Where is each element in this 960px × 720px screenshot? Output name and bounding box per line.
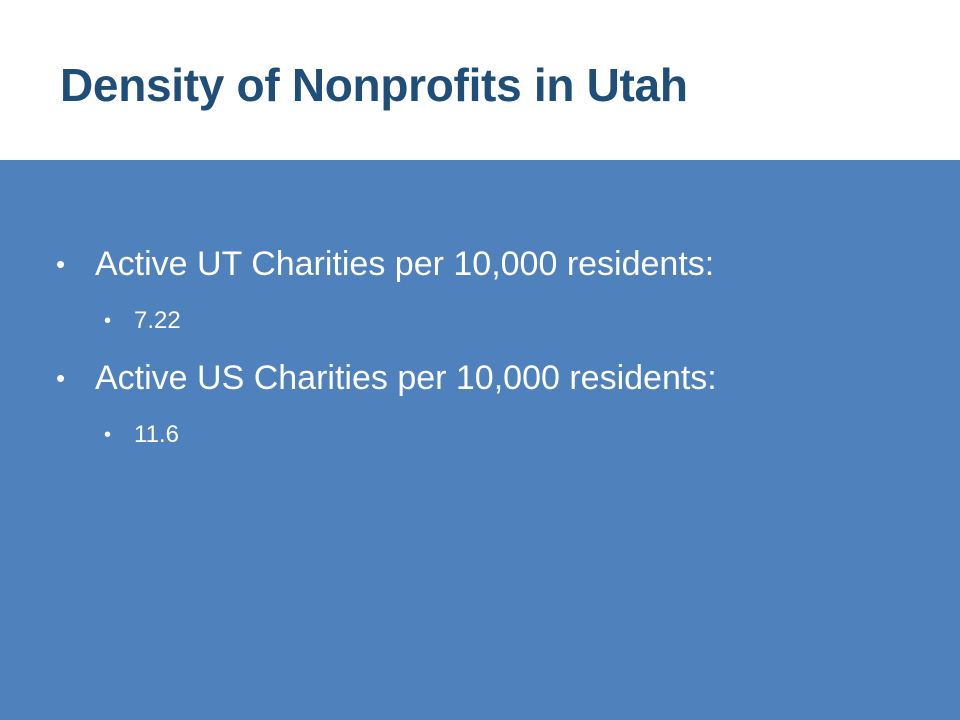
bullet-item-ut-charities: • Active UT Charities per 10,000 residen… — [56, 244, 715, 284]
bullet-text: Active UT Charities per 10,000 residents… — [95, 245, 715, 283]
bullet-text: 7.22 — [134, 307, 181, 334]
sub-bullet-item-us-value: • 11.6 — [104, 420, 179, 450]
sub-bullet-item-ut-value: • 7.22 — [104, 306, 181, 336]
bullet-dot-icon: • — [104, 310, 112, 332]
slide-title: Density of Nonprofits in Utah — [60, 59, 688, 111]
bullet-text: 11.6 — [134, 421, 179, 448]
bullet-text: Active US Charities per 10,000 residents… — [95, 359, 717, 397]
bullet-dot-icon: • — [56, 249, 66, 279]
bullet-dot-icon: • — [104, 424, 112, 446]
bullet-dot-icon: • — [56, 363, 66, 393]
content-area: • Active UT Charities per 10,000 residen… — [0, 160, 960, 720]
bullet-item-us-charities: • Active US Charities per 10,000 residen… — [56, 358, 717, 398]
title-area: Density of Nonprofits in Utah — [0, 0, 960, 160]
